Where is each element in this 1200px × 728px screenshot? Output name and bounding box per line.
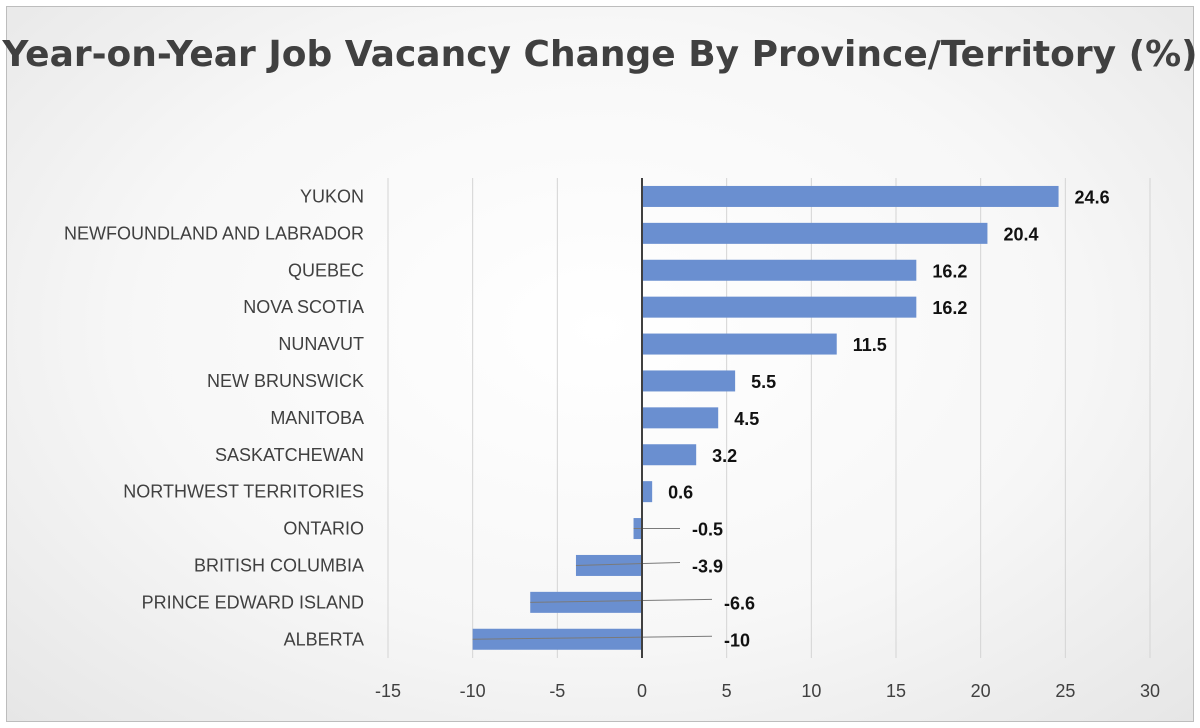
category-label: BRITISH COLUMBIA (194, 555, 364, 575)
category-label: NUNAVUT (278, 334, 364, 354)
bar (530, 591, 642, 613)
chart-title: Year-on-Year Job Vacancy Change By Provi… (2, 34, 1198, 75)
data-label: 16.2 (932, 298, 967, 318)
bar (642, 444, 697, 466)
bar (642, 259, 917, 281)
x-tick-label: 0 (637, 681, 647, 701)
category-label: NOVA SCOTIA (243, 297, 364, 317)
data-label: 4.5 (734, 409, 759, 429)
bar (642, 185, 1059, 207)
bar (642, 370, 736, 392)
bar (472, 628, 642, 650)
x-tick-label: 15 (886, 681, 906, 701)
category-label: ALBERTA (284, 629, 364, 649)
x-tick-label: -5 (549, 681, 565, 701)
leader-line (575, 561, 681, 566)
category-label: QUEBEC (288, 260, 364, 280)
x-tick-label: 10 (801, 681, 821, 701)
category-label: YUKON (300, 186, 364, 206)
data-label: -3.9 (692, 556, 723, 576)
data-label: 5.5 (751, 372, 776, 392)
data-label: 11.5 (853, 335, 887, 355)
x-tick-label: 30 (1140, 681, 1160, 701)
x-tick-label: 20 (971, 681, 991, 701)
category-label: NEW BRUNSWICK (207, 371, 364, 391)
bar (575, 554, 642, 576)
bar (642, 481, 653, 503)
leader-line (472, 635, 713, 640)
category-label: NORTHWEST TERRITORIES (123, 482, 364, 502)
data-label: -10 (724, 630, 750, 650)
data-label: -0.5 (692, 520, 723, 540)
bar (642, 333, 837, 355)
category-label: ONTARIO (283, 519, 364, 539)
x-tick-label: -10 (460, 681, 486, 701)
data-label: 16.2 (932, 261, 967, 281)
data-label: 24.6 (1075, 187, 1110, 207)
data-label: 3.2 (712, 446, 737, 466)
data-label: 20.4 (1003, 224, 1038, 244)
bar (642, 222, 988, 244)
data-label: -6.6 (724, 593, 755, 613)
bar (642, 296, 917, 318)
category-label: PRINCE EDWARD ISLAND (142, 592, 364, 612)
category-label: SASKATCHEWAN (215, 445, 364, 465)
leader-line (530, 598, 713, 603)
x-tick-label: 5 (722, 681, 732, 701)
category-label: MANITOBA (270, 408, 364, 428)
x-tick-label: 25 (1055, 681, 1075, 701)
category-label: NEWFOUNDLAND AND LABRADOR (64, 223, 364, 243)
data-label: 0.6 (668, 483, 693, 503)
x-tick-label: -15 (375, 681, 401, 701)
bar (642, 407, 719, 429)
